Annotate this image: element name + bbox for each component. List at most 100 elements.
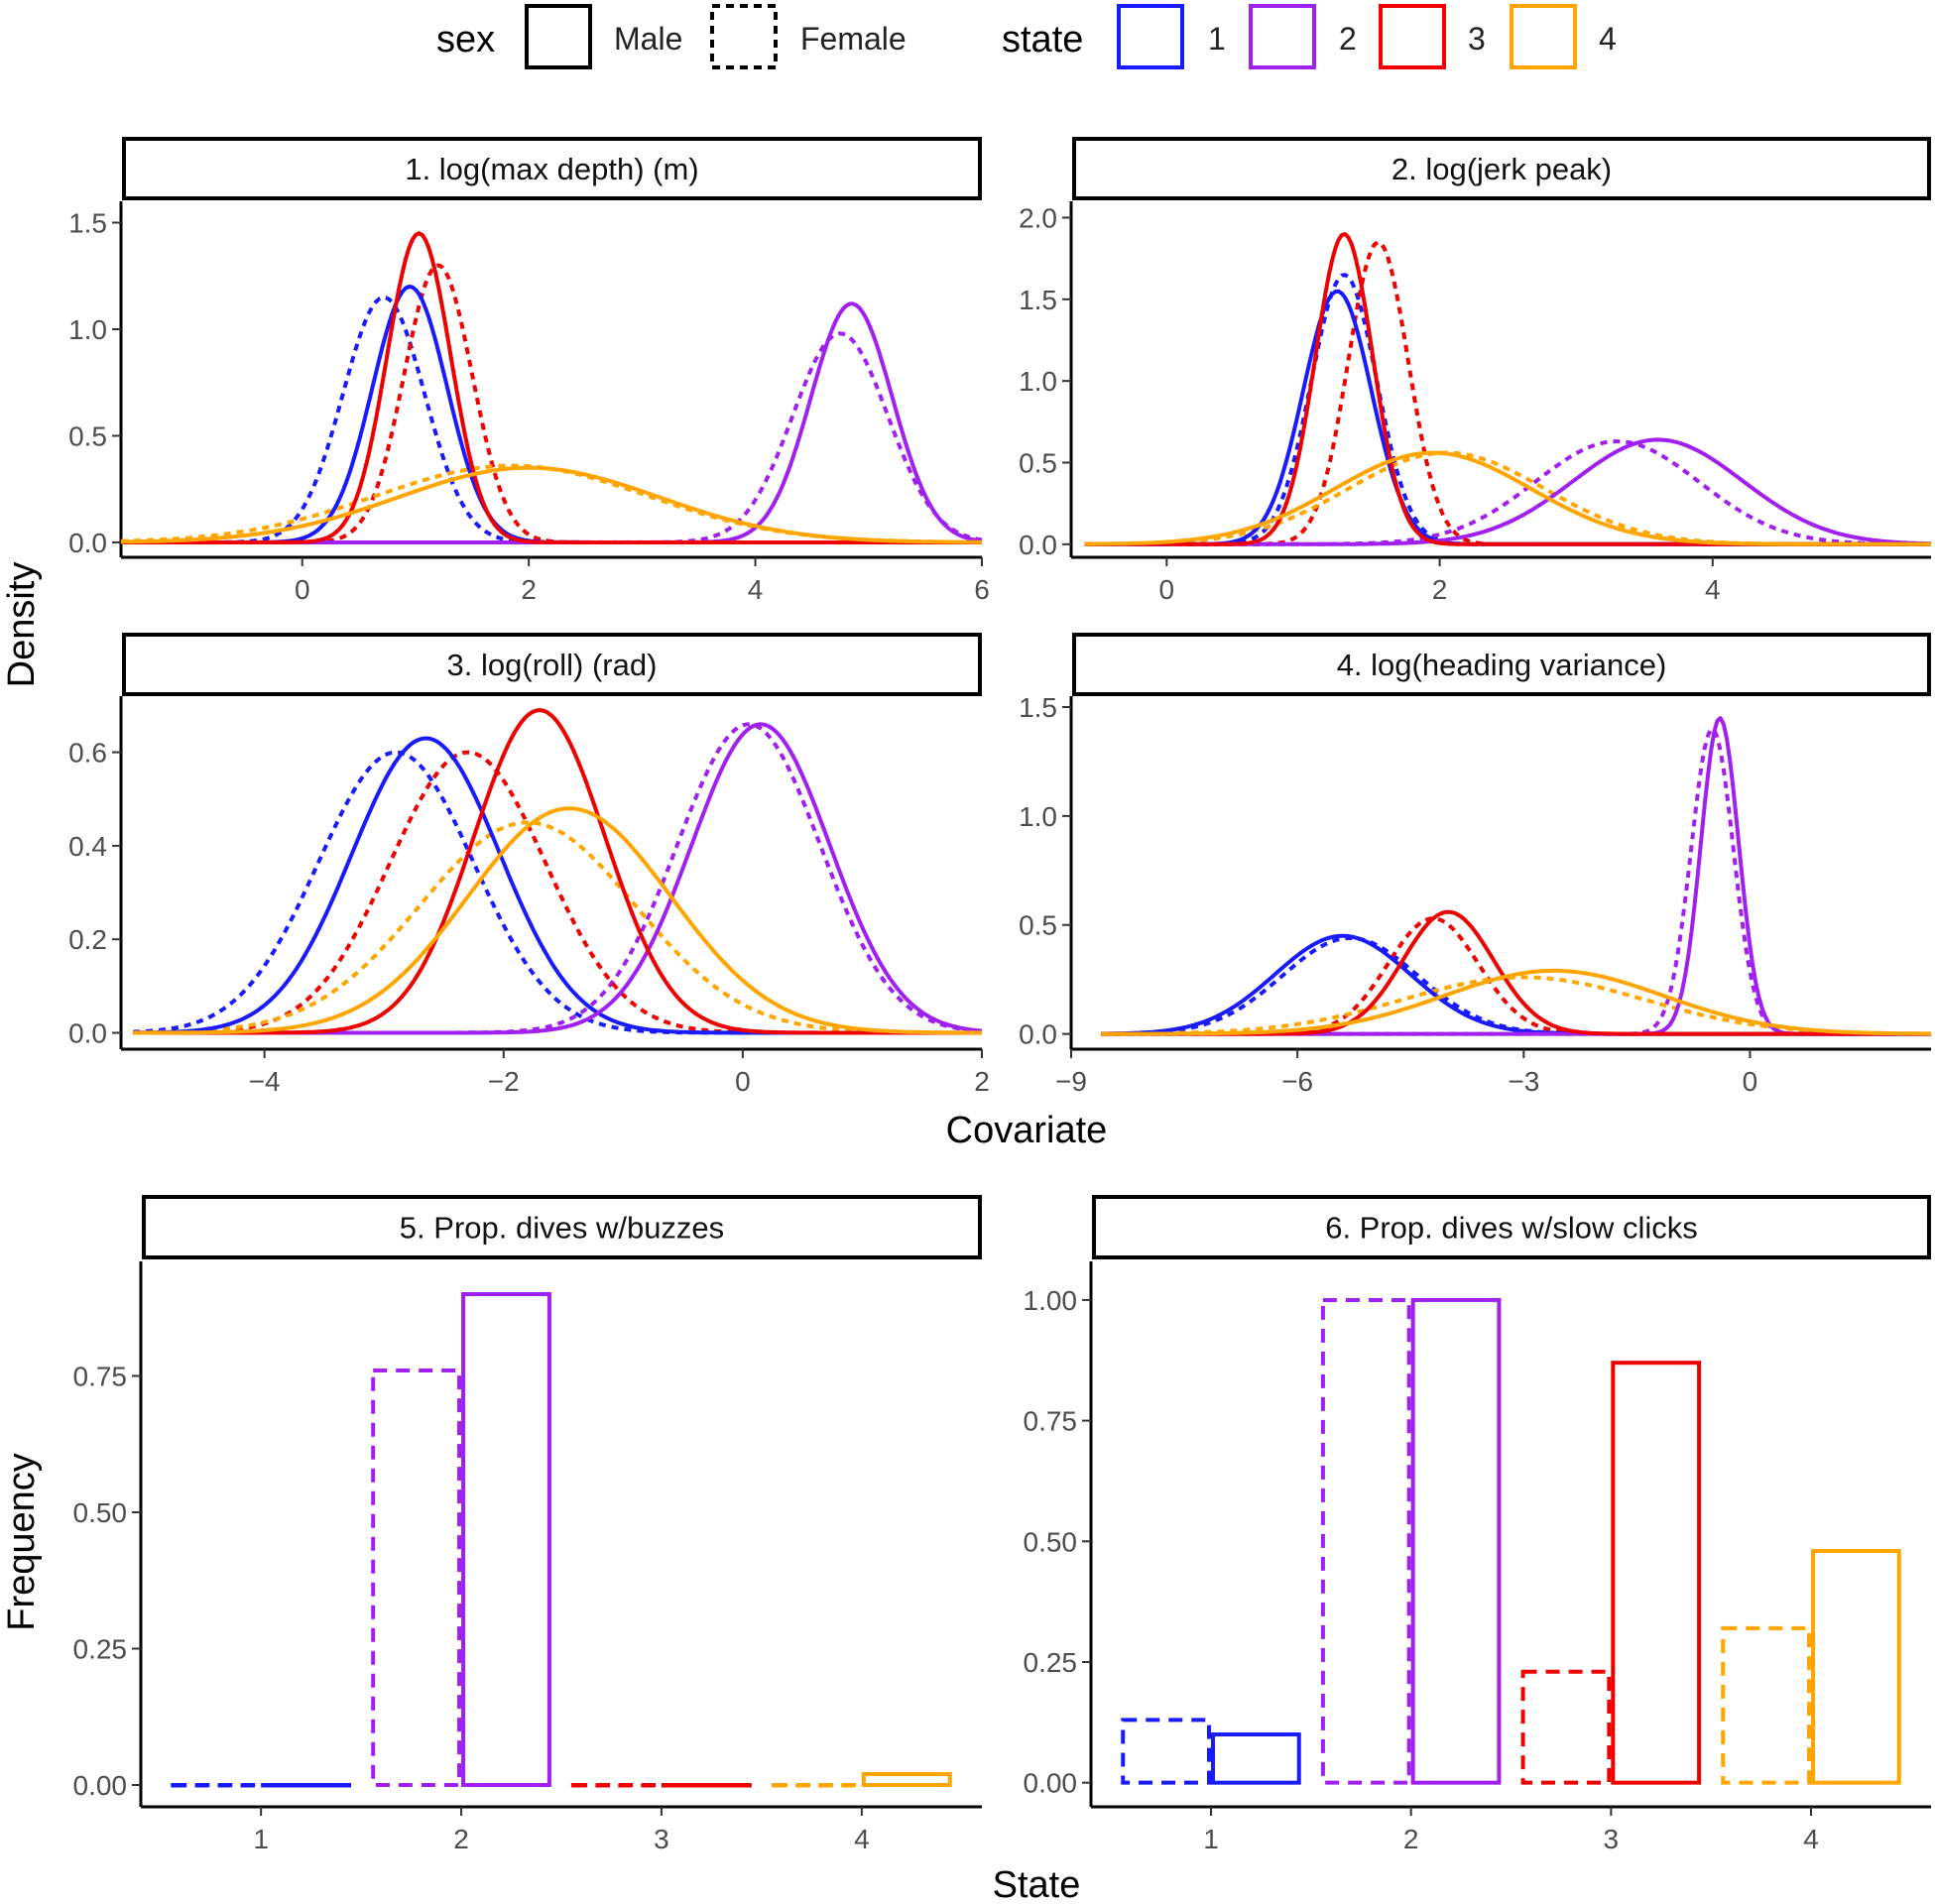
density-curve-state-4-male <box>120 465 982 544</box>
bar-state-2-male <box>461 1292 551 1787</box>
bar-state-1-female <box>171 1783 262 1788</box>
legend-key-state-2 <box>1249 4 1316 69</box>
bar-state-1-male <box>1211 1731 1301 1785</box>
bar-state-2-male <box>1410 1297 1502 1785</box>
x-tick-label: −2 <box>488 1066 520 1097</box>
density-curve-state-2-female <box>133 722 983 1035</box>
x-tick-label: 6 <box>974 574 990 605</box>
bar-state-4-female <box>772 1783 862 1788</box>
y-tick-label: 0.75 <box>1024 1406 1078 1437</box>
x-tick-label: 4 <box>748 574 764 605</box>
y-tick-label: 1.00 <box>1024 1285 1078 1316</box>
x-tick-label: −6 <box>1281 1066 1313 1097</box>
legend-key-state-1 <box>1117 4 1184 69</box>
density-curve-state-1-male <box>1101 933 1931 1036</box>
density-curve-state-2-female <box>121 331 983 544</box>
panel-title: 2. log(jerk peak) <box>1391 152 1612 186</box>
density-curve-state-2-male <box>1084 437 1931 546</box>
legend-key-male <box>525 4 592 69</box>
y-tick-label: 0.6 <box>68 738 107 769</box>
density-curve-state-1-female <box>121 295 982 544</box>
panel-title: 4. log(heading variance) <box>1337 648 1667 682</box>
y-tick-label: 1.5 <box>1019 285 1057 315</box>
legend: sex Male Female state 1 2 3 4 <box>436 4 1617 69</box>
density-curve-state-4-female <box>1084 450 1931 546</box>
x-tick-label: −3 <box>1508 1066 1539 1097</box>
panel-4: 4. log(heading variance) 0.0 0.5 1.0 1.5 −9 −6… <box>1019 633 1932 1097</box>
x-tick-label: 1 <box>253 1824 269 1854</box>
panel-title: 3. log(roll) (rad) <box>447 648 658 682</box>
legend-label-female: Female <box>800 21 907 57</box>
x-tick-label: 0 <box>1159 574 1175 605</box>
panel-strip <box>1092 1195 1931 1259</box>
y-tick-label: 1.5 <box>1019 692 1057 723</box>
legend-label-state-1: 1 <box>1208 21 1226 57</box>
bar-state-1-male <box>261 1783 351 1788</box>
density-curve-state-3-female <box>133 750 982 1035</box>
density-curve-state-4-female <box>133 820 982 1035</box>
x-tick-label: 0 <box>735 1066 751 1097</box>
bar-state-3-female <box>1520 1669 1612 1785</box>
density-curve-state-3-female <box>1084 240 1931 546</box>
x-tick-label: 4 <box>1705 574 1721 605</box>
x-tick-label: 4 <box>854 1824 870 1854</box>
y-tick-label: 0.2 <box>68 924 107 955</box>
bar-state-4-male <box>861 1772 952 1787</box>
y-tick-label: 0.5 <box>68 420 107 451</box>
x-tick-label: −4 <box>249 1066 281 1097</box>
density-curve-state-1-male <box>1084 289 1931 546</box>
bar-state-1-female <box>1121 1718 1211 1785</box>
y-tick-label: 1.5 <box>68 207 107 238</box>
panel-6: 6. Prop. dives w/slow clicks 0.00 0.25 0.50… <box>1024 1195 1931 1854</box>
x-tick-label: 0 <box>295 574 310 605</box>
legend-state-title: state <box>1002 19 1083 60</box>
x-tick-label: 2 <box>521 574 537 605</box>
y-tick-label: 1.0 <box>1019 366 1057 397</box>
panel-3: 3. log(roll) (rad) 0.0 0.2 0.4 0.6 −4 −2 0 2 <box>68 633 990 1097</box>
x-tick-label: 3 <box>1604 1824 1620 1854</box>
y-tick-label: 0.5 <box>1019 910 1057 941</box>
bar-state-4-female <box>1721 1625 1811 1785</box>
x-tick-label: 2 <box>974 1066 990 1097</box>
bar-state-2-female <box>1320 1297 1411 1785</box>
y-tick-label: 0.0 <box>1019 530 1057 560</box>
legend-key-state-3 <box>1379 4 1446 69</box>
y-tick-label: 2.0 <box>1019 202 1057 233</box>
density-curve-state-4-male <box>1101 968 1932 1036</box>
density-curve-state-4-male <box>133 806 982 1035</box>
panel-strip <box>1072 137 1931 200</box>
y-tick-label: 0.00 <box>1024 1768 1078 1799</box>
density-curve-state-2-female <box>1084 439 1932 546</box>
density-curve-state-1-female <box>132 750 982 1035</box>
density-curve-state-3-male <box>133 708 982 1035</box>
y-tick-label: 0.0 <box>68 1017 107 1048</box>
panel-title: 6. Prop. dives w/slow clicks <box>1325 1211 1698 1246</box>
density-curve-state-4-female <box>1101 975 1931 1036</box>
panel-2: 2. log(jerk peak) 0.0 0.5 1.0 1.5 2.0 0 2 4 <box>1019 137 1932 605</box>
legend-sex-title: sex <box>436 19 495 60</box>
panel-strip <box>142 1195 982 1259</box>
state-x-axis-title: State <box>993 1864 1081 1904</box>
panel-5: 5. Prop. dives w/buzzes 0.00 0.25 0.50 0.75 1… <box>73 1195 982 1854</box>
panel-strip <box>122 633 982 696</box>
y-tick-label: 0.50 <box>73 1497 128 1528</box>
y-tick-label: 0.4 <box>68 831 107 862</box>
x-tick-label: 2 <box>1432 574 1448 605</box>
panel-title: 1. log(max depth) (m) <box>405 152 698 186</box>
bar-state-3-male <box>1611 1361 1702 1785</box>
density-curve-state-4-female <box>120 463 983 544</box>
y-tick-label: 0.50 <box>1024 1526 1078 1557</box>
y-tick-label: 1.0 <box>68 314 107 345</box>
density-curve-state-1-female <box>1101 935 1931 1036</box>
bar-state-3-female <box>571 1783 662 1788</box>
y-tick-label: 0.00 <box>73 1770 128 1801</box>
y-tick-label: 0.0 <box>68 528 107 558</box>
density-curve-state-1-male <box>121 285 982 544</box>
x-tick-label: 2 <box>453 1824 469 1854</box>
legend-label-state-3: 3 <box>1468 21 1486 57</box>
panel-strip <box>122 137 982 200</box>
panel-title: 5. Prop. dives w/buzzes <box>400 1211 724 1246</box>
y-tick-label: 0.0 <box>1019 1019 1057 1050</box>
x-tick-label: 2 <box>1403 1824 1419 1854</box>
